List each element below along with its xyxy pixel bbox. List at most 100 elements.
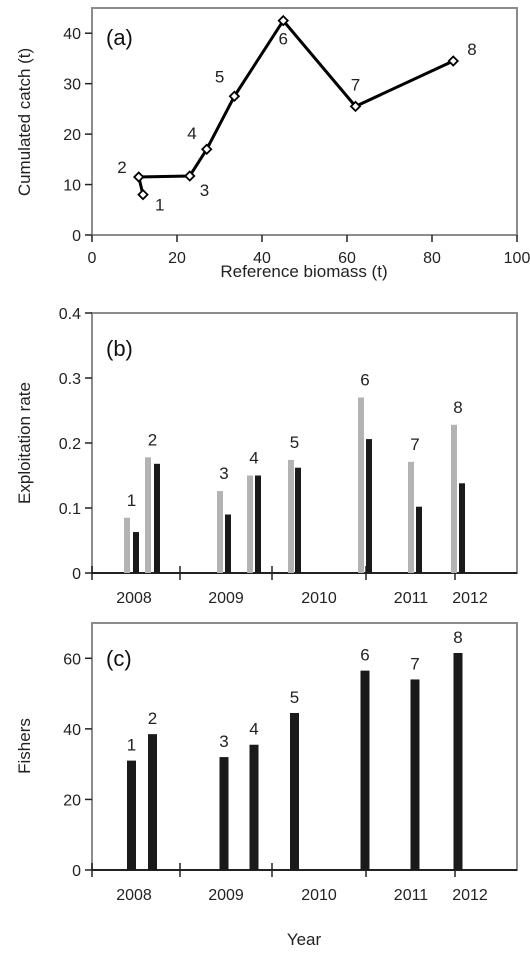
chart-c-x-tick-label: 2008 — [116, 887, 152, 904]
chart-b-bar-gray-6 — [358, 397, 364, 573]
chart-c-x-tick-label: 2010 — [301, 887, 337, 904]
chart-b-panel-label: (b) — [106, 336, 133, 361]
chart-b-x-tick-label: 2010 — [301, 590, 337, 607]
chart-b-bar-label-7: 7 — [410, 435, 419, 454]
chart-c: (c) 0 20 40 60 2008 2009 2010 2011 2012 12 3 4 5 6 7… — [15, 622, 518, 949]
chart-a-x-tick-label: 40 — [253, 250, 271, 267]
chart-a-panel-label: (a) — [106, 25, 133, 50]
chart-a-point-5 — [228, 90, 241, 103]
chart-b-x-tick-label: 2012 — [452, 590, 488, 607]
chart-b-x-ticks: 2008 2009 2010 2011 2012 — [91, 566, 517, 607]
chart-c-y-tick-label: 0 — [72, 863, 81, 880]
chart-a-point-label-7: 7 — [351, 75, 360, 94]
chart-a-point-8 — [447, 55, 460, 67]
chart-a-point-label-8: 8 — [467, 40, 476, 59]
chart-c-bar-4 — [249, 744, 259, 870]
chart-c-x-tick-label: 2012 — [452, 887, 488, 904]
chart-a-y-tick-label: 30 — [63, 77, 81, 94]
chart-a-x-tick-label: 60 — [338, 250, 356, 267]
chart-b-bar-gray-2 — [145, 457, 151, 573]
chart-b-bar-black-8 — [459, 483, 465, 573]
chart-a-point-7 — [349, 100, 362, 113]
chart-c-y-tick-label: 20 — [63, 792, 81, 809]
chart-b-y-tick-label: 0.2 — [59, 436, 81, 453]
chart-a-series-line — [136, 18, 454, 195]
chart-c-bar-6 — [360, 670, 370, 870]
chart-c-panel-label: (c) — [106, 646, 132, 671]
chart-c-bar-8 — [453, 652, 463, 870]
chart-a-frame — [91, 7, 518, 236]
chart-b-x-tick-label: 2008 — [116, 590, 152, 607]
chart-c-y-tick-label: 40 — [63, 722, 81, 739]
chart-a-point-2 — [132, 171, 145, 183]
chart-b-bar-black-4 — [255, 475, 261, 573]
chart-a-y-tick-label: 10 — [63, 178, 81, 195]
chart-b-y-ticks: 0 0.1 0.2 0.3 0.4 — [59, 306, 92, 583]
chart-b-bar-gray-5 — [288, 459, 294, 573]
chart-a-y-tick-label: 20 — [63, 127, 81, 144]
chart-b-bar-black-3 — [225, 514, 231, 573]
chart-b: (b) 0 0.1 0.2 0.3 0.4 2008 2009 2010 2011 2012 1… — [15, 306, 518, 607]
chart-a-x-tick-label: 20 — [168, 250, 186, 267]
chart-b-bar-label-2: 2 — [148, 430, 157, 449]
chart-c-bars: 12 3 4 5 6 7 8 — [127, 628, 463, 870]
chart-b-x-tick-label: 2009 — [208, 590, 244, 607]
chart-a-point-label-4: 4 — [187, 124, 196, 143]
chart-b-y-axis-label: Exploitation rate — [15, 382, 34, 504]
chart-a-point-label-2: 2 — [117, 158, 126, 177]
chart-a-point-6 — [277, 14, 290, 27]
chart-b-bar-black-5 — [295, 467, 301, 573]
chart-a-x-tick-label: 100 — [504, 250, 530, 267]
chart-b-y-tick-label: 0 — [72, 566, 81, 583]
chart-c-bar-label-7: 7 — [410, 654, 419, 673]
chart-c-bar-5 — [290, 712, 299, 870]
chart-a-x-axis-label: Reference biomass (t) — [220, 262, 387, 281]
chart-b-bar-label-1: 1 — [127, 491, 136, 510]
chart-b-bar-gray-8 — [451, 424, 457, 573]
chart-a-y-tick-label: 40 — [63, 26, 81, 43]
chart-c-x-axis-label: Year — [287, 930, 322, 949]
chart-c-bar-7 — [410, 679, 420, 870]
chart-c-bar-label-6: 6 — [360, 646, 369, 665]
chart-b-bar-label-8: 8 — [453, 398, 462, 417]
chart-b-x-tick-label: 2011 — [394, 590, 429, 607]
chart-b-bar-black-2 — [154, 463, 160, 573]
chart-c-bar-label-1: 1 — [127, 736, 136, 755]
chart-b-bar-black-7 — [416, 506, 422, 573]
chart-c-bar-label-4: 4 — [249, 720, 258, 739]
chart-a: (a) 0 10 20 30 40 0 20 40 60 80 100 1 2 3 4 5 6 7 8 Refe… — [15, 7, 530, 281]
chart-a-x-tick-label: 0 — [88, 250, 97, 267]
chart-b-bar-label-4: 4 — [249, 449, 258, 468]
chart-a-point-4 — [200, 143, 213, 156]
chart-a-point-label-3: 3 — [200, 181, 209, 200]
chart-c-bar-label-5: 5 — [290, 688, 299, 707]
chart-b-y-tick-label: 0.4 — [59, 306, 81, 323]
chart-b-bar-label-3: 3 — [219, 464, 228, 483]
chart-a-point-1 — [137, 188, 149, 201]
chart-a-points: 1 2 3 4 5 6 7 8 — [117, 14, 477, 215]
chart-a-x-ticks: 0 20 40 60 80 100 — [88, 235, 530, 267]
chart-a-y-ticks: 0 10 20 30 40 — [63, 26, 92, 245]
chart-b-bars: 1 2 3 4 5 6 7 8 — [124, 371, 465, 573]
chart-a-y-tick-label: 0 — [72, 228, 81, 245]
chart-b-bar-gray-7 — [408, 461, 414, 573]
chart-c-bar-label-8: 8 — [453, 628, 462, 647]
chart-c-y-tick-label: 60 — [63, 651, 81, 668]
chart-b-bar-gray-1 — [124, 517, 130, 573]
chart-b-y-tick-label: 0.3 — [59, 371, 81, 388]
chart-a-point-3 — [183, 170, 196, 182]
chart-c-bar-label-3: 3 — [219, 732, 228, 751]
chart-c-bar-2 — [148, 734, 157, 870]
chart-b-bar-gray-3 — [217, 491, 223, 573]
chart-a-point-label-5: 5 — [215, 67, 224, 86]
chart-b-bar-black-1 — [133, 532, 139, 573]
chart-c-y-axis-label: Fishers — [15, 718, 34, 774]
chart-c-x-tick-label: 2009 — [208, 887, 244, 904]
chart-b-bar-gray-4 — [247, 475, 253, 573]
chart-c-x-ticks: 2008 2009 2010 2011 2012 — [91, 863, 517, 904]
chart-a-x-tick-label: 80 — [423, 250, 441, 267]
chart-c-y-ticks: 0 20 40 60 — [63, 651, 92, 880]
chart-b-bar-label-5: 5 — [290, 433, 299, 452]
chart-a-y-axis-label: Cumulated catch (t) — [15, 48, 34, 196]
